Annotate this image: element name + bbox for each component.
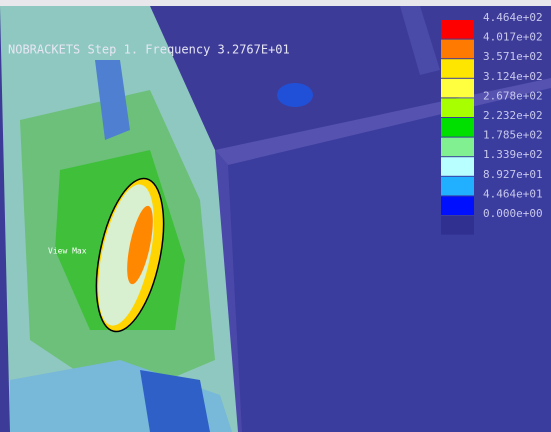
- legend-label: 4.464e+01: [483, 187, 543, 200]
- legend-label: 2.678e+02: [483, 89, 543, 102]
- legend-swatch: [441, 98, 474, 117]
- legend-swatch: [441, 138, 474, 157]
- legend-swatch: [441, 177, 474, 196]
- legend-label: 4.464e+02: [483, 11, 543, 24]
- legend-swatch: [441, 118, 474, 137]
- legend-label: 8.927e+01: [483, 168, 543, 181]
- legend-label: 2.232e+02: [483, 109, 543, 122]
- legend-label: 1.785e+02: [483, 129, 543, 142]
- legend-label: 4.017e+02: [483, 31, 543, 44]
- legend-swatch: [441, 196, 474, 215]
- view-max-label: View Max: [48, 247, 87, 256]
- legend-swatch: [441, 79, 474, 98]
- title: NOBRACKETS Step 1. Frequency 3.2767E+01: [8, 43, 290, 57]
- legend-label: 3.124e+02: [483, 70, 543, 83]
- legend-label: 3.571e+02: [483, 50, 543, 63]
- legend-swatch: [441, 216, 474, 235]
- legend-swatch: [441, 59, 474, 78]
- legend-label: 1.339e+02: [483, 148, 543, 161]
- legend-label: 0.000e+00: [483, 207, 543, 220]
- legend-swatch: [441, 40, 474, 59]
- legend-swatch: [441, 20, 474, 39]
- viewport: NOBRACKETS Step 1. Frequency 3.2767E+01 …: [0, 0, 551, 432]
- legend-swatch: [441, 157, 474, 176]
